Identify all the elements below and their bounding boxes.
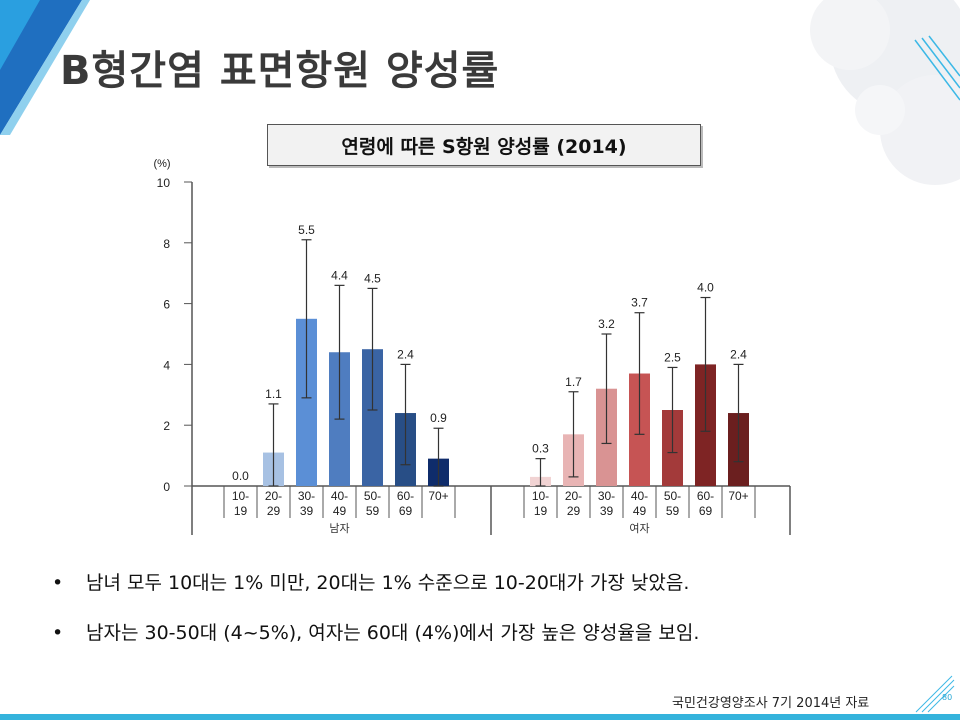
x-tick-label: 60- [697,489,714,503]
corner-decoration [0,0,90,135]
data-label: 4.5 [364,271,381,285]
x-tick-label: 29 [567,504,581,518]
bar [362,349,383,486]
data-label: 3.7 [631,296,648,310]
x-tick-label: 39 [600,504,614,518]
virus-background-decoration [810,0,960,185]
x-tick-label: 69 [699,504,713,518]
y-tick-label: 8 [163,237,170,251]
x-tick-label: 69 [399,504,413,518]
x-tick-label: 59 [366,504,380,518]
bullet-item: • 남녀 모두 10대는 1% 미만, 20대는 1% 수준으로 10-20대가… [52,570,699,620]
data-label: 2.4 [730,347,747,361]
x-tick-label: 40- [631,489,648,503]
y-tick-label: 2 [163,419,170,433]
bar-chart: 0246810(%)0.010-191.120-295.530-394.440-… [153,158,791,535]
x-tick-label: 40- [331,489,348,503]
x-tick-label: 50- [364,489,381,503]
x-tick-label: 30- [598,489,615,503]
corner-lines-decoration [915,675,955,713]
bullet-text: 남자는 30-50대 (4~5%), 여자는 60대 (4%)에서 가장 높은 … [86,622,700,644]
data-label: 4.0 [697,281,714,295]
x-tick-label: 49 [333,504,347,518]
data-label: 0.3 [532,442,549,456]
x-tick-label: 70+ [428,489,448,503]
bullet-item: • 남자는 30-50대 (4~5%), 여자는 60대 (4%)에서 가장 높… [52,620,699,670]
data-label: 2.5 [664,350,681,364]
y-tick-label: 10 [157,176,171,190]
x-tick-label: 49 [633,504,647,518]
bar [296,318,317,486]
bullet-symbol: • [52,622,64,644]
group-label: 여자 [629,522,649,535]
x-tick-label: 50- [664,489,681,503]
bullet-symbol: • [52,572,64,594]
y-tick-label: 0 [163,480,170,494]
bullet-text: 남녀 모두 10대는 1% 미만, 20대는 1% 수준으로 10-20대가 가… [86,572,690,594]
data-label: 2.4 [397,347,414,361]
group-label: 남자 [329,522,349,535]
data-label: 4.4 [331,268,348,282]
source-note: 국민건강영양조사 7기 2014년 자료 [672,696,870,711]
data-label: 0.0 [232,469,249,483]
slide-title: B형간염 표면항원 양성률 [60,48,500,94]
x-tick-label: 10- [532,489,549,503]
x-tick-label: 70+ [728,489,748,503]
x-tick-label: 20- [565,489,582,503]
x-tick-label: 10- [232,489,249,503]
x-tick-label: 39 [300,504,314,518]
x-tick-label: 59 [666,504,680,518]
x-tick-label: 29 [267,504,281,518]
data-label: 1.7 [565,375,582,389]
chart-title: 연령에 따른 S항원 양성률 (2014) [267,124,701,166]
x-tick-label: 60- [397,489,414,503]
y-tick-label: 6 [163,298,170,312]
page-number: 80 [942,693,953,702]
x-tick-label: 20- [265,489,282,503]
bullet-list: • 남녀 모두 10대는 1% 미만, 20대는 1% 수준으로 10-20대가… [52,570,699,670]
x-tick-label: 19 [234,504,248,518]
data-label: 5.5 [298,223,315,237]
data-label: 1.1 [265,387,282,401]
x-tick-label: 19 [534,504,548,518]
y-axis-label: (%) [153,158,170,170]
x-tick-label: 30- [298,489,315,503]
data-label: 0.9 [430,411,447,425]
y-tick-label: 4 [163,358,170,372]
bottom-bar [0,714,960,720]
data-label: 3.2 [598,317,615,331]
